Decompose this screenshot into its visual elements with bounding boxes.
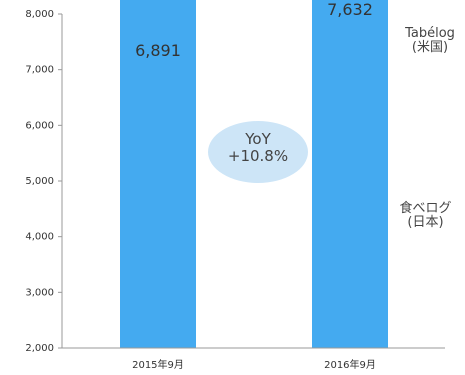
- y-tick-label: 7,000: [25, 65, 54, 76]
- y-tick-label: 2,000: [25, 343, 54, 354]
- y-tick-label: 4,000: [25, 232, 54, 243]
- bar-segment: [312, 0, 388, 348]
- legend-label: 食べログ (日本): [399, 201, 452, 231]
- legend-label: Tabélog (米国): [405, 26, 455, 56]
- total-label: 6,891: [135, 41, 181, 60]
- x-tick-label: 2016年9月: [324, 358, 376, 371]
- y-tick-label: 3,000: [25, 287, 54, 298]
- y-tick-label: 8,000: [25, 9, 54, 20]
- x-tick-label: 2015年9月: [132, 358, 184, 371]
- total-label: 7,632: [327, 0, 373, 19]
- bar-segment: [120, 0, 196, 349]
- y-tick-label: 6,000: [25, 120, 54, 131]
- annotation: YoY +10.8%: [227, 130, 289, 165]
- y-tick-label: 5,000: [25, 176, 54, 187]
- annotation-bubble: [208, 121, 308, 183]
